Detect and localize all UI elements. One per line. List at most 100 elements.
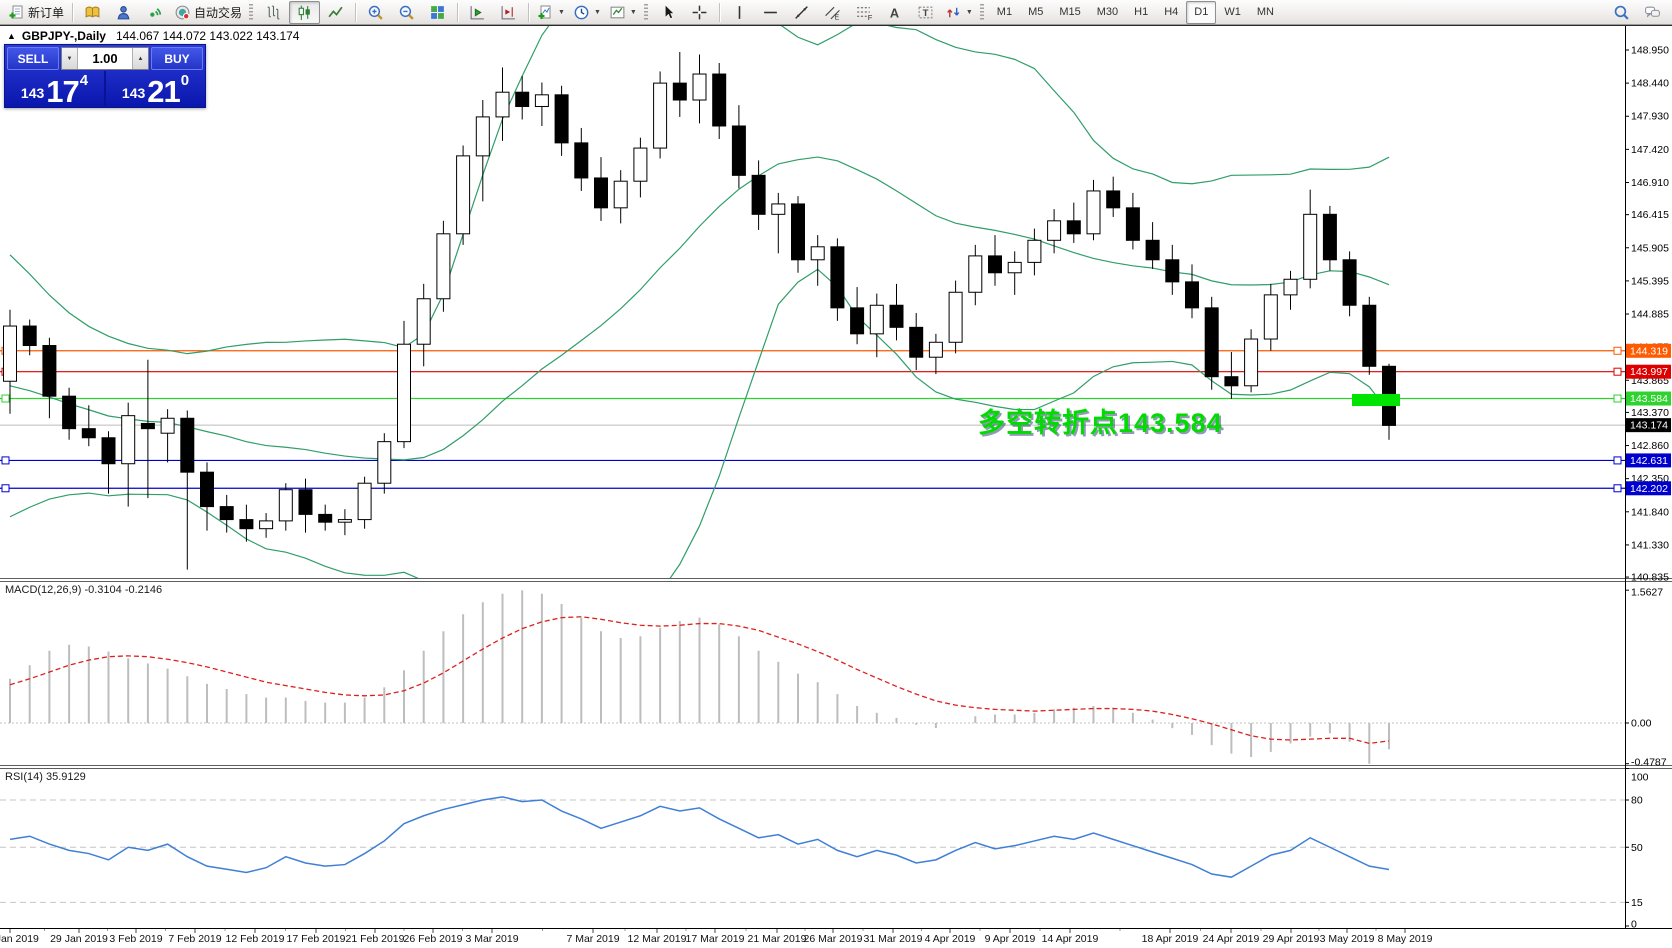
svg-text:142.631: 142.631 bbox=[1630, 455, 1668, 467]
dropdown-caret-icon: ▼ bbox=[629, 8, 637, 16]
trendline-button[interactable] bbox=[786, 1, 817, 24]
autotrading-button[interactable]: 自动交易 bbox=[170, 1, 246, 24]
arrows-button[interactable]: ▼ bbox=[941, 1, 977, 24]
svg-text:12 Feb 2019: 12 Feb 2019 bbox=[226, 933, 285, 945]
zoom-out-button[interactable] bbox=[391, 1, 422, 24]
svg-text:141.840: 141.840 bbox=[1631, 506, 1669, 518]
fibonacci-button[interactable]: F bbox=[848, 1, 879, 24]
macd-indicator-label: MACD(12,26,9) -0.3104 -0.2146 bbox=[5, 584, 163, 596]
periods-button[interactable]: ▼ bbox=[569, 1, 605, 24]
timeframe-h4[interactable]: H4 bbox=[1156, 1, 1186, 24]
rsi-pane[interactable] bbox=[0, 796, 1625, 903]
toolbar-grip bbox=[979, 4, 984, 20]
chart-annotation[interactable]: 多空转折点143.584 bbox=[978, 408, 1223, 438]
timeframe-m1-label: M1 bbox=[996, 6, 1013, 18]
horizontal-line-142.631[interactable] bbox=[0, 456, 1625, 465]
price-axis[interactable]: 148.950 148.440 147.930 147.420 146.910 146.4… bbox=[1625, 26, 1671, 931]
line-chart-button[interactable] bbox=[320, 1, 351, 24]
rsi-indicator-label: RSI(14) 35.9129 bbox=[5, 771, 86, 783]
chat-button[interactable] bbox=[1637, 1, 1668, 24]
bar-chart-button[interactable] bbox=[258, 1, 289, 24]
tline-icon bbox=[793, 4, 810, 21]
volume-decrease-button[interactable]: ▼ bbox=[62, 48, 78, 69]
timeframe-mn[interactable]: MN bbox=[1249, 1, 1282, 24]
main-price-pane[interactable] bbox=[0, 0, 1625, 703]
fibo-icon: F bbox=[855, 4, 872, 21]
chart-shift-button[interactable] bbox=[493, 1, 524, 24]
signals-button[interactable] bbox=[139, 1, 170, 24]
chart-shift-icon bbox=[500, 4, 517, 21]
buy-price[interactable]: 143 21 0 bbox=[106, 71, 205, 107]
market-watch-button[interactable] bbox=[77, 1, 108, 24]
text-label-button[interactable]: T bbox=[910, 1, 941, 24]
robot-icon bbox=[174, 4, 191, 21]
timeframe-m1[interactable]: M1 bbox=[989, 1, 1020, 24]
svg-text:3 Mar 2019: 3 Mar 2019 bbox=[465, 933, 518, 945]
timeframe-m15[interactable]: M15 bbox=[1051, 1, 1088, 24]
horizontal-line-143.997[interactable] bbox=[0, 367, 1625, 376]
cursor-button[interactable] bbox=[653, 1, 684, 24]
svg-text:3 Feb 2019: 3 Feb 2019 bbox=[109, 933, 162, 945]
text-button[interactable]: A bbox=[879, 1, 910, 24]
buy-button[interactable]: BUY bbox=[151, 47, 203, 70]
buy-price-small: 143 bbox=[121, 85, 146, 101]
book-icon bbox=[84, 4, 101, 21]
sell-button[interactable]: SELL bbox=[7, 47, 59, 70]
bollinger-bands bbox=[9, 26, 1390, 578]
horizontal-line-144.319[interactable] bbox=[0, 346, 1625, 355]
price-tag-142.202: 142.202 bbox=[1626, 481, 1671, 496]
toolbar: 新订单 自动交易 ▼ ▼ ▼ E F A T ▼ M1 M5 M15 M30 H1 H4 D1 W1 MN bbox=[0, 0, 1672, 25]
svg-text:147.930: 147.930 bbox=[1631, 111, 1669, 123]
template-icon bbox=[609, 4, 626, 21]
equidistant-channel-button[interactable]: E bbox=[817, 1, 848, 24]
timeframe-h1[interactable]: H1 bbox=[1126, 1, 1156, 24]
chart-symbol-label: GBPJPY-,Daily bbox=[21, 29, 106, 43]
tile-windows-button[interactable] bbox=[422, 1, 453, 24]
indicators-button[interactable]: ▼ bbox=[533, 1, 569, 24]
timeframe-m5[interactable]: M5 bbox=[1020, 1, 1051, 24]
auto-scroll-icon bbox=[469, 4, 486, 21]
zoom-in-button[interactable] bbox=[360, 1, 391, 24]
svg-text:26 Mar 2019: 26 Mar 2019 bbox=[804, 933, 863, 945]
navigator-button[interactable] bbox=[108, 1, 139, 24]
templates-button[interactable]: ▼ bbox=[605, 1, 641, 24]
timeframe-w1[interactable]: W1 bbox=[1216, 1, 1249, 24]
highlight-box[interactable] bbox=[1352, 394, 1400, 406]
svg-text:15: 15 bbox=[1631, 897, 1643, 909]
toolbar-grip bbox=[643, 4, 648, 20]
new-order-button[interactable]: 新订单 bbox=[4, 1, 68, 24]
svg-text:3 May 2019: 3 May 2019 bbox=[1320, 933, 1375, 945]
auto-scroll-button[interactable] bbox=[462, 1, 493, 24]
sell-price[interactable]: 143 17 4 bbox=[5, 71, 104, 107]
svg-text:143.584: 143.584 bbox=[1630, 393, 1668, 405]
svg-text:140.835: 140.835 bbox=[1631, 572, 1669, 584]
svg-text:7 Feb 2019: 7 Feb 2019 bbox=[168, 933, 221, 945]
candlesticks bbox=[3, 51, 1396, 570]
timeframe-m30[interactable]: M30 bbox=[1089, 1, 1126, 24]
clock-icon bbox=[573, 4, 590, 21]
svg-text:1.5627: 1.5627 bbox=[1631, 587, 1663, 599]
volume-input[interactable]: 1.00 bbox=[92, 51, 118, 66]
panel-collapse-arrow[interactable]: ▲ bbox=[7, 31, 16, 41]
svg-text:8 May 2019: 8 May 2019 bbox=[1378, 933, 1433, 945]
svg-text:148.440: 148.440 bbox=[1631, 78, 1669, 90]
svg-text:141.330: 141.330 bbox=[1631, 539, 1669, 551]
candlestick-chart-button[interactable] bbox=[289, 0, 321, 24]
horizontal-line-142.202[interactable] bbox=[0, 484, 1625, 493]
svg-text:29 Apr 2019: 29 Apr 2019 bbox=[1263, 933, 1320, 945]
timeframe-d1[interactable]: D1 bbox=[1186, 0, 1217, 24]
search-icon bbox=[1613, 4, 1630, 21]
one-click-trading-panel: SELL ▼ 1.00 ▲ BUY 143 17 4 143 21 0 bbox=[4, 44, 206, 108]
horizontal-line-button[interactable] bbox=[755, 1, 786, 24]
new-order-button-label: 新订单 bbox=[28, 5, 65, 20]
line-icon bbox=[327, 4, 344, 21]
svg-text:143.370: 143.370 bbox=[1631, 407, 1669, 419]
vertical-line-button[interactable] bbox=[724, 1, 755, 24]
crosshair-button[interactable] bbox=[684, 1, 715, 24]
volume-increase-button[interactable]: ▲ bbox=[132, 48, 148, 69]
search-button[interactable] bbox=[1606, 1, 1637, 24]
svg-text:146.910: 146.910 bbox=[1631, 177, 1669, 189]
macd-pane[interactable] bbox=[0, 590, 1625, 764]
